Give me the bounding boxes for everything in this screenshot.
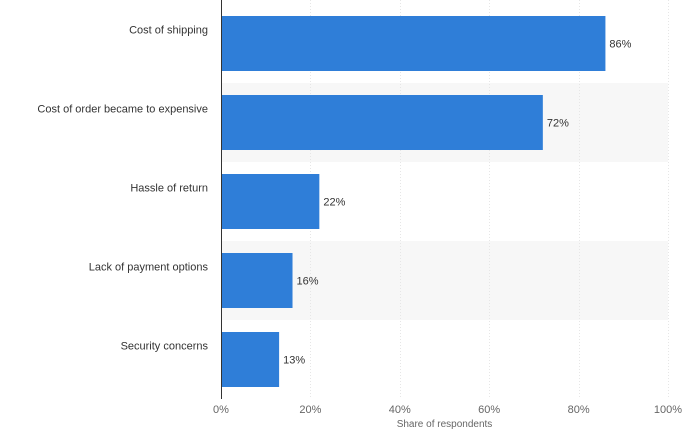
x-axis-title: Share of respondents bbox=[397, 419, 493, 430]
category-label: Hassle of return bbox=[130, 183, 208, 195]
bar bbox=[221, 332, 280, 387]
x-tick-label: 80% bbox=[568, 404, 590, 416]
data-label: 22% bbox=[323, 197, 345, 209]
data-label: 72% bbox=[547, 118, 569, 130]
row-band bbox=[221, 241, 668, 320]
category-labels: Cost of shipping Cost of order became to … bbox=[37, 25, 208, 353]
bar bbox=[221, 16, 606, 71]
data-labels: 86% 72% 22% 16% 13% bbox=[283, 39, 632, 367]
x-tick-label: 0% bbox=[213, 404, 229, 416]
data-label: 13% bbox=[283, 355, 305, 367]
data-label: 86% bbox=[609, 39, 631, 51]
category-label: Cost of shipping bbox=[129, 25, 208, 37]
x-tick-label: 20% bbox=[299, 404, 321, 416]
x-tick-label: 60% bbox=[478, 404, 500, 416]
category-label: Cost of order became to expensive bbox=[37, 104, 208, 116]
bar bbox=[221, 95, 543, 150]
x-tick-label: 40% bbox=[389, 404, 411, 416]
category-label: Security concerns bbox=[121, 341, 209, 353]
data-label: 16% bbox=[297, 276, 319, 288]
x-tick-label: 100% bbox=[654, 404, 682, 416]
category-label: Lack of payment options bbox=[89, 262, 209, 274]
bar bbox=[221, 174, 320, 229]
bar bbox=[221, 253, 293, 308]
x-tick-labels: 0% 20% 40% 60% 80% 100% bbox=[213, 404, 682, 416]
bars bbox=[221, 16, 606, 387]
